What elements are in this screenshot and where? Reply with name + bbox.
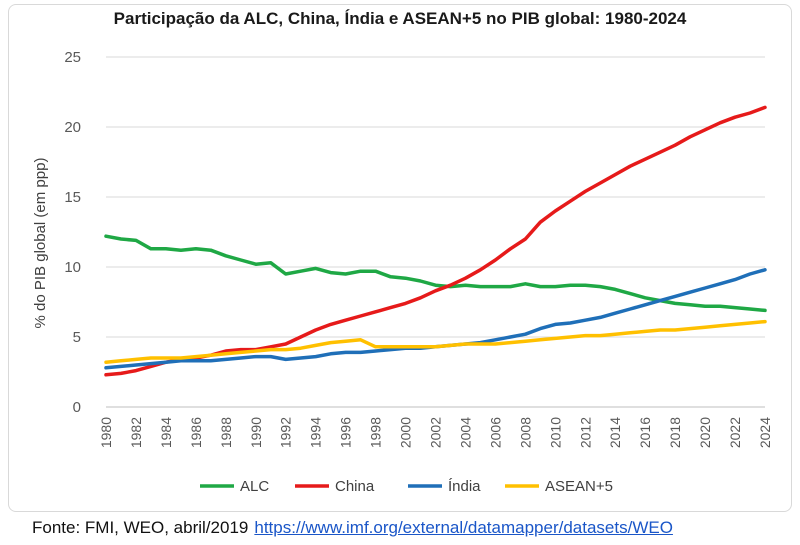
- x-tick-label: 2014: [607, 417, 623, 448]
- chart-title: Participação da ALC, China, Índia e ASEA…: [113, 9, 687, 28]
- x-tick-label: 2004: [457, 417, 473, 448]
- x-tick-label: 1986: [188, 417, 204, 448]
- series-lines: [104, 105, 767, 377]
- y-tick-labels: 0 5 10 15 20 25: [64, 49, 81, 416]
- y-tick-label: 20: [64, 119, 81, 136]
- x-tick-label: 1990: [248, 417, 264, 448]
- legend-label: China: [335, 478, 375, 495]
- x-tick-label: 2016: [637, 417, 653, 448]
- x-tick-label: 1982: [128, 417, 144, 448]
- x-tick-label: 1996: [338, 417, 354, 448]
- series-line-china: [104, 105, 767, 377]
- legend-label: ALC: [240, 478, 269, 495]
- source-link[interactable]: https://www.imf.org/external/datamapper/…: [254, 518, 673, 537]
- x-tick-label: 2002: [428, 417, 444, 448]
- y-tick-label: 10: [64, 259, 81, 276]
- x-tick-label: 1998: [368, 417, 384, 448]
- x-tick-label: 2018: [667, 417, 683, 448]
- y-tick-label: 0: [73, 399, 81, 416]
- x-tick-label: 2008: [517, 417, 533, 448]
- x-tick-label: 1994: [308, 417, 324, 448]
- y-axis-label: % do PIB global (em ppp): [32, 158, 49, 329]
- x-tick-label: 2000: [398, 417, 414, 448]
- y-tick-label: 25: [64, 49, 81, 66]
- source-note: Fonte: FMI, WEO, abril/2019 https://www.i…: [32, 518, 673, 538]
- legend-label: ASEAN+5: [545, 478, 613, 495]
- y-tick-label: 15: [64, 189, 81, 206]
- chart-frame: [8, 4, 792, 512]
- x-tick-label: 2020: [697, 417, 713, 448]
- x-tick-labels: 1980 1982 1984 1986 1988 1990 1992 1994 1996 1998…: [98, 417, 773, 448]
- x-tick-label: 1992: [278, 417, 294, 448]
- x-tick-label: 1988: [218, 417, 234, 448]
- legend: ALC China Índia ASEAN+5: [200, 478, 613, 495]
- legend-label: Índia: [448, 478, 481, 495]
- x-tick-label: 2006: [487, 417, 503, 448]
- series-line-asean-5: [104, 319, 767, 364]
- x-tick-label: 1980: [98, 417, 114, 448]
- x-tick-label: 2024: [757, 417, 773, 448]
- x-tick-label: 2010: [547, 417, 563, 448]
- series-line-alc: [104, 234, 767, 313]
- x-tick-label: 1984: [158, 417, 174, 448]
- x-tick-label: 2022: [727, 417, 743, 448]
- x-tick-label: 2012: [577, 417, 593, 448]
- y-tick-label: 5: [73, 329, 81, 346]
- gridlines: [106, 56, 765, 408]
- source-text: Fonte: FMI, WEO, abril/2019: [32, 518, 249, 537]
